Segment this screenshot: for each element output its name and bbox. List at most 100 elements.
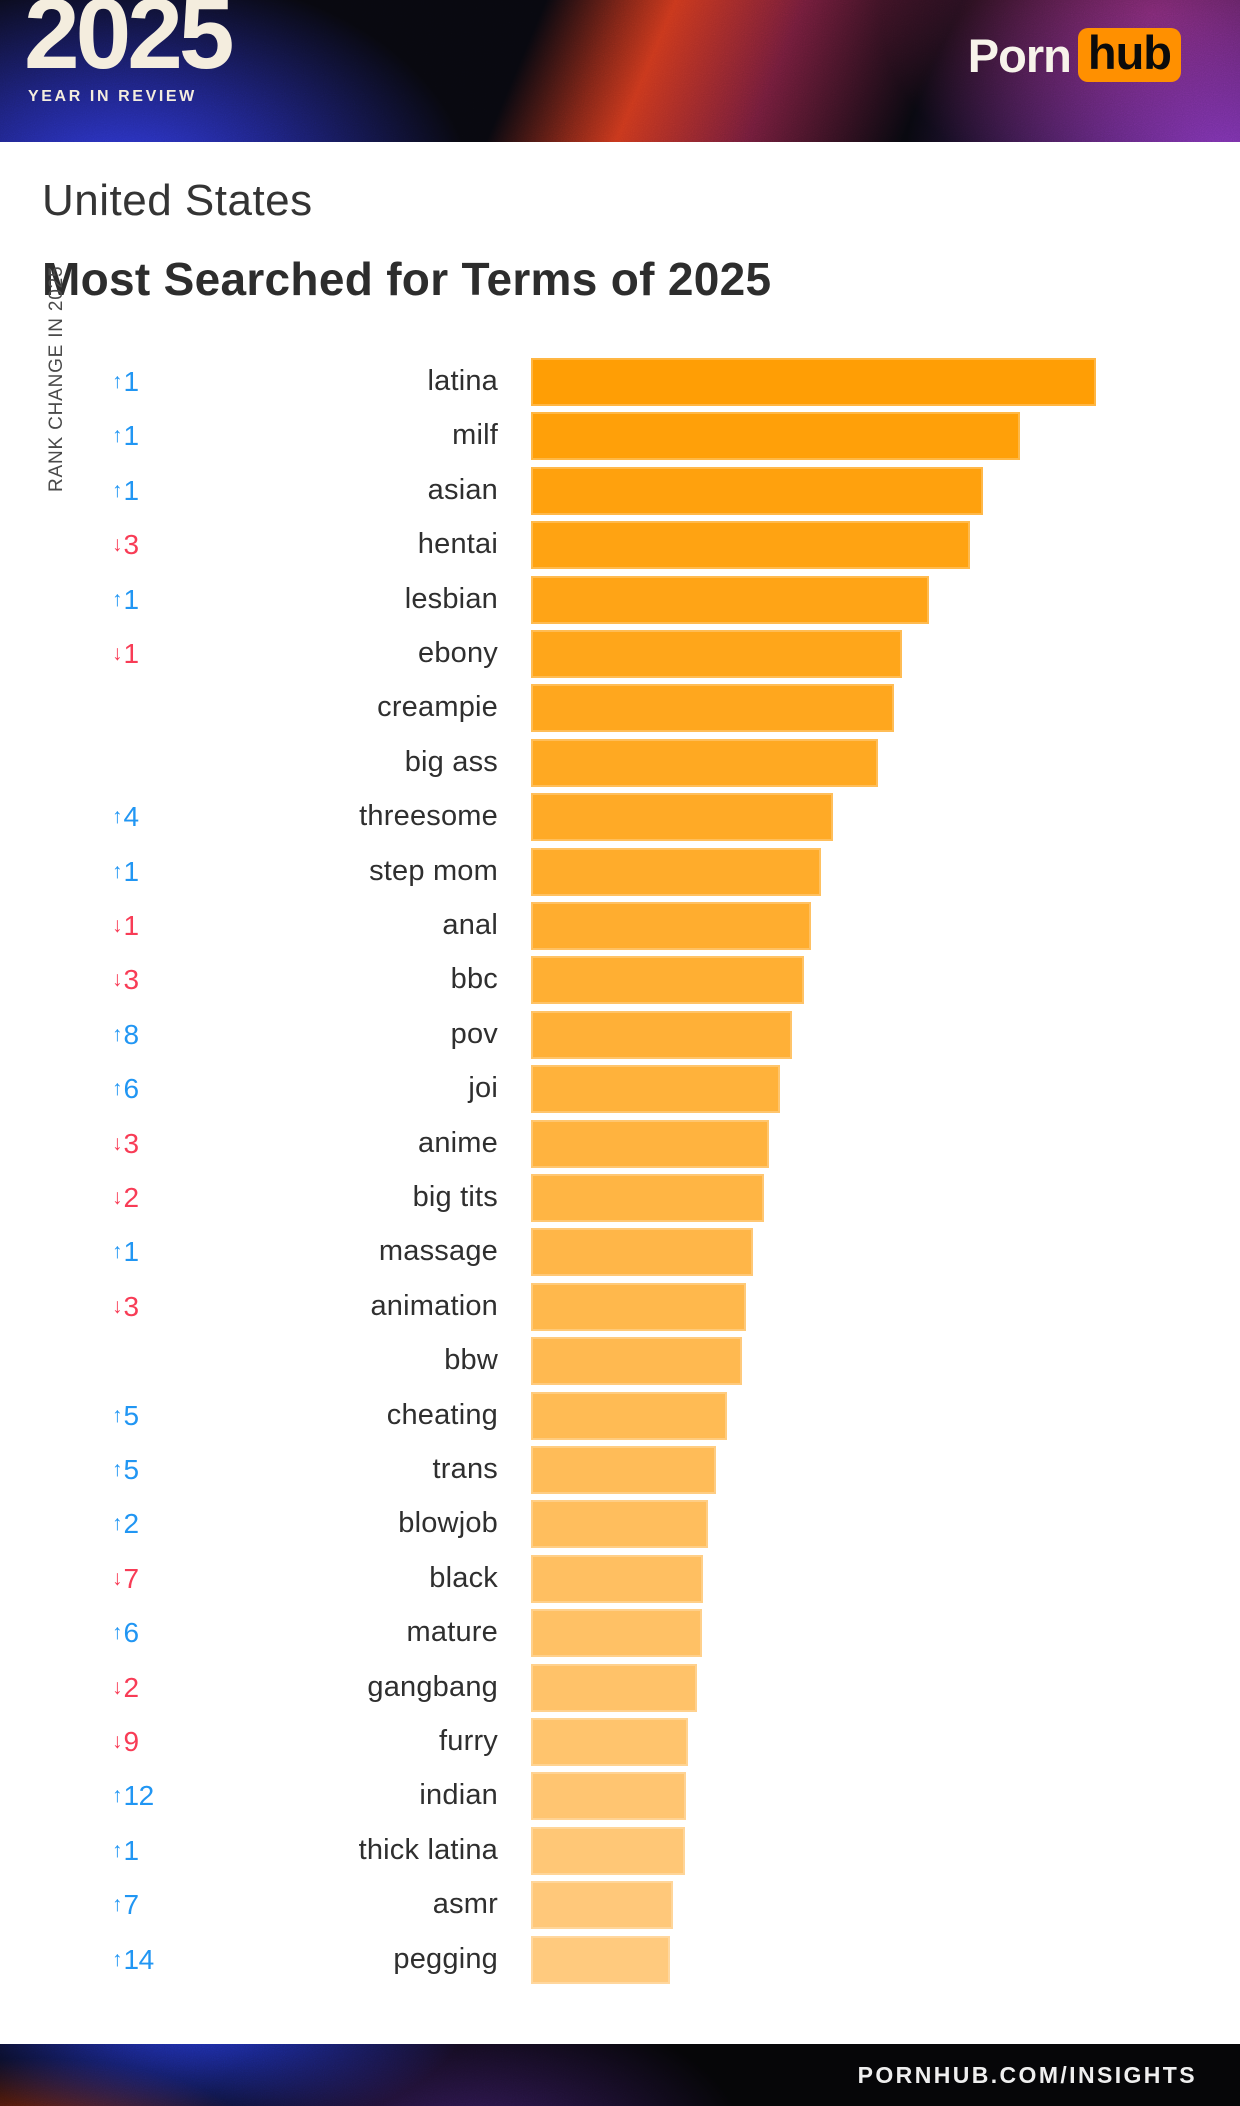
chart-row: ↑1asian [0,467,1240,515]
term-label: blowjob [100,1500,498,1548]
chart-row: ↑12indian [0,1772,1240,1820]
term-label: big tits [100,1174,498,1222]
term-bar [531,793,833,841]
term-bar [531,1011,792,1059]
term-label: pov [100,1011,498,1059]
term-label: step mom [100,848,498,896]
term-label: indian [100,1772,498,1820]
chart-row: bbw [0,1337,1240,1385]
chart-row: creampie [0,684,1240,732]
term-bar [531,358,1096,406]
term-label: creampie [100,684,498,732]
page-title: Most Searched for Terms of 2025 [42,252,771,306]
chart-row: ↑5trans [0,1446,1240,1494]
chart-row: ↓2gangbang [0,1664,1240,1712]
term-label: ebony [100,630,498,678]
chart-row: ↑1thick latina [0,1827,1240,1875]
chart-row: ↑6joi [0,1065,1240,1113]
footer-banner: PORNHUB.COM/INSIGHTS [0,2044,1240,2106]
term-bar [531,1174,764,1222]
chart-row: ↓3hentai [0,521,1240,569]
term-bar [531,1446,716,1494]
chart-row: ↑6mature [0,1609,1240,1657]
chart-row: ↑5cheating [0,1392,1240,1440]
year-in-review-logo: 2025 YEAR IN REVIEW [24,0,230,84]
chart-row: ↓9furry [0,1718,1240,1766]
chart-row: ↓1ebony [0,630,1240,678]
term-label: animation [100,1283,498,1331]
chart-row: ↑8pov [0,1011,1240,1059]
term-label: furry [100,1718,498,1766]
term-bar [531,1500,708,1548]
pornhub-logo-porn: Porn [968,28,1071,83]
term-bar [531,467,983,515]
insights-url: PORNHUB.COM/INSIGHTS [858,2044,1197,2106]
term-bar [531,412,1020,460]
chart-row: ↑14pegging [0,1936,1240,1984]
chart-row: ↑4threesome [0,793,1240,841]
term-bar [531,1337,742,1385]
term-label: joi [100,1065,498,1113]
term-label: anal [100,902,498,950]
term-label: massage [100,1228,498,1276]
chart-row: ↓3anime [0,1120,1240,1168]
chart-row: ↓1anal [0,902,1240,950]
term-bar [531,902,811,950]
term-label: thick latina [100,1827,498,1875]
term-bar [531,684,894,732]
term-bar [531,1664,697,1712]
term-bar [531,1392,727,1440]
chart-row: ↑1massage [0,1228,1240,1276]
term-label: threesome [100,793,498,841]
chart-row: ↓7black [0,1555,1240,1603]
term-label: lesbian [100,576,498,624]
year-in-review-tagline: YEAR IN REVIEW [28,88,197,106]
term-bar [531,1772,686,1820]
chart-row: ↓3bbc [0,956,1240,1004]
term-bar [531,1827,685,1875]
term-label: big ass [100,739,498,787]
term-label: pegging [100,1936,498,1984]
chart-row: ↓2big tits [0,1174,1240,1222]
term-label: asmr [100,1881,498,1929]
term-label: mature [100,1609,498,1657]
term-bar [531,1283,746,1331]
term-bar [531,1555,703,1603]
term-label: anime [100,1120,498,1168]
year-text: 2025 [24,0,230,84]
term-label: latina [100,358,498,406]
term-label: bbc [100,956,498,1004]
pornhub-logo: Porn hub [968,28,1181,82]
term-bar [531,848,821,896]
term-label: trans [100,1446,498,1494]
term-label: black [100,1555,498,1603]
term-bar [531,739,878,787]
term-bar [531,1065,780,1113]
chart-row: big ass [0,739,1240,787]
term-label: bbw [100,1337,498,1385]
term-label: asian [100,467,498,515]
chart-row: ↑7asmr [0,1881,1240,1929]
chart-row: ↓3animation [0,1283,1240,1331]
chart-row: ↑1lesbian [0,576,1240,624]
chart-row: ↑1step mom [0,848,1240,896]
term-bar [531,1881,673,1929]
term-bar [531,1120,769,1168]
term-bar [531,1936,670,1984]
term-bar [531,956,804,1004]
term-label: milf [100,412,498,460]
term-bar [531,576,929,624]
term-bar [531,1228,753,1276]
term-bar [531,521,970,569]
term-bar [531,1718,688,1766]
term-label: cheating [100,1392,498,1440]
term-label: gangbang [100,1664,498,1712]
bar-chart: ↑1latina ↑1milf ↑1asian ↓3hentai ↑1lesbian ↓1… [0,358,1240,1998]
term-label: hentai [100,521,498,569]
chart-row: ↑1milf [0,412,1240,460]
chart-row: ↑1latina [0,358,1240,406]
term-bar [531,630,902,678]
header-banner: 2025 YEAR IN REVIEW Porn hub [0,0,1240,142]
term-bar [531,1609,702,1657]
pornhub-logo-hub: hub [1078,28,1181,81]
